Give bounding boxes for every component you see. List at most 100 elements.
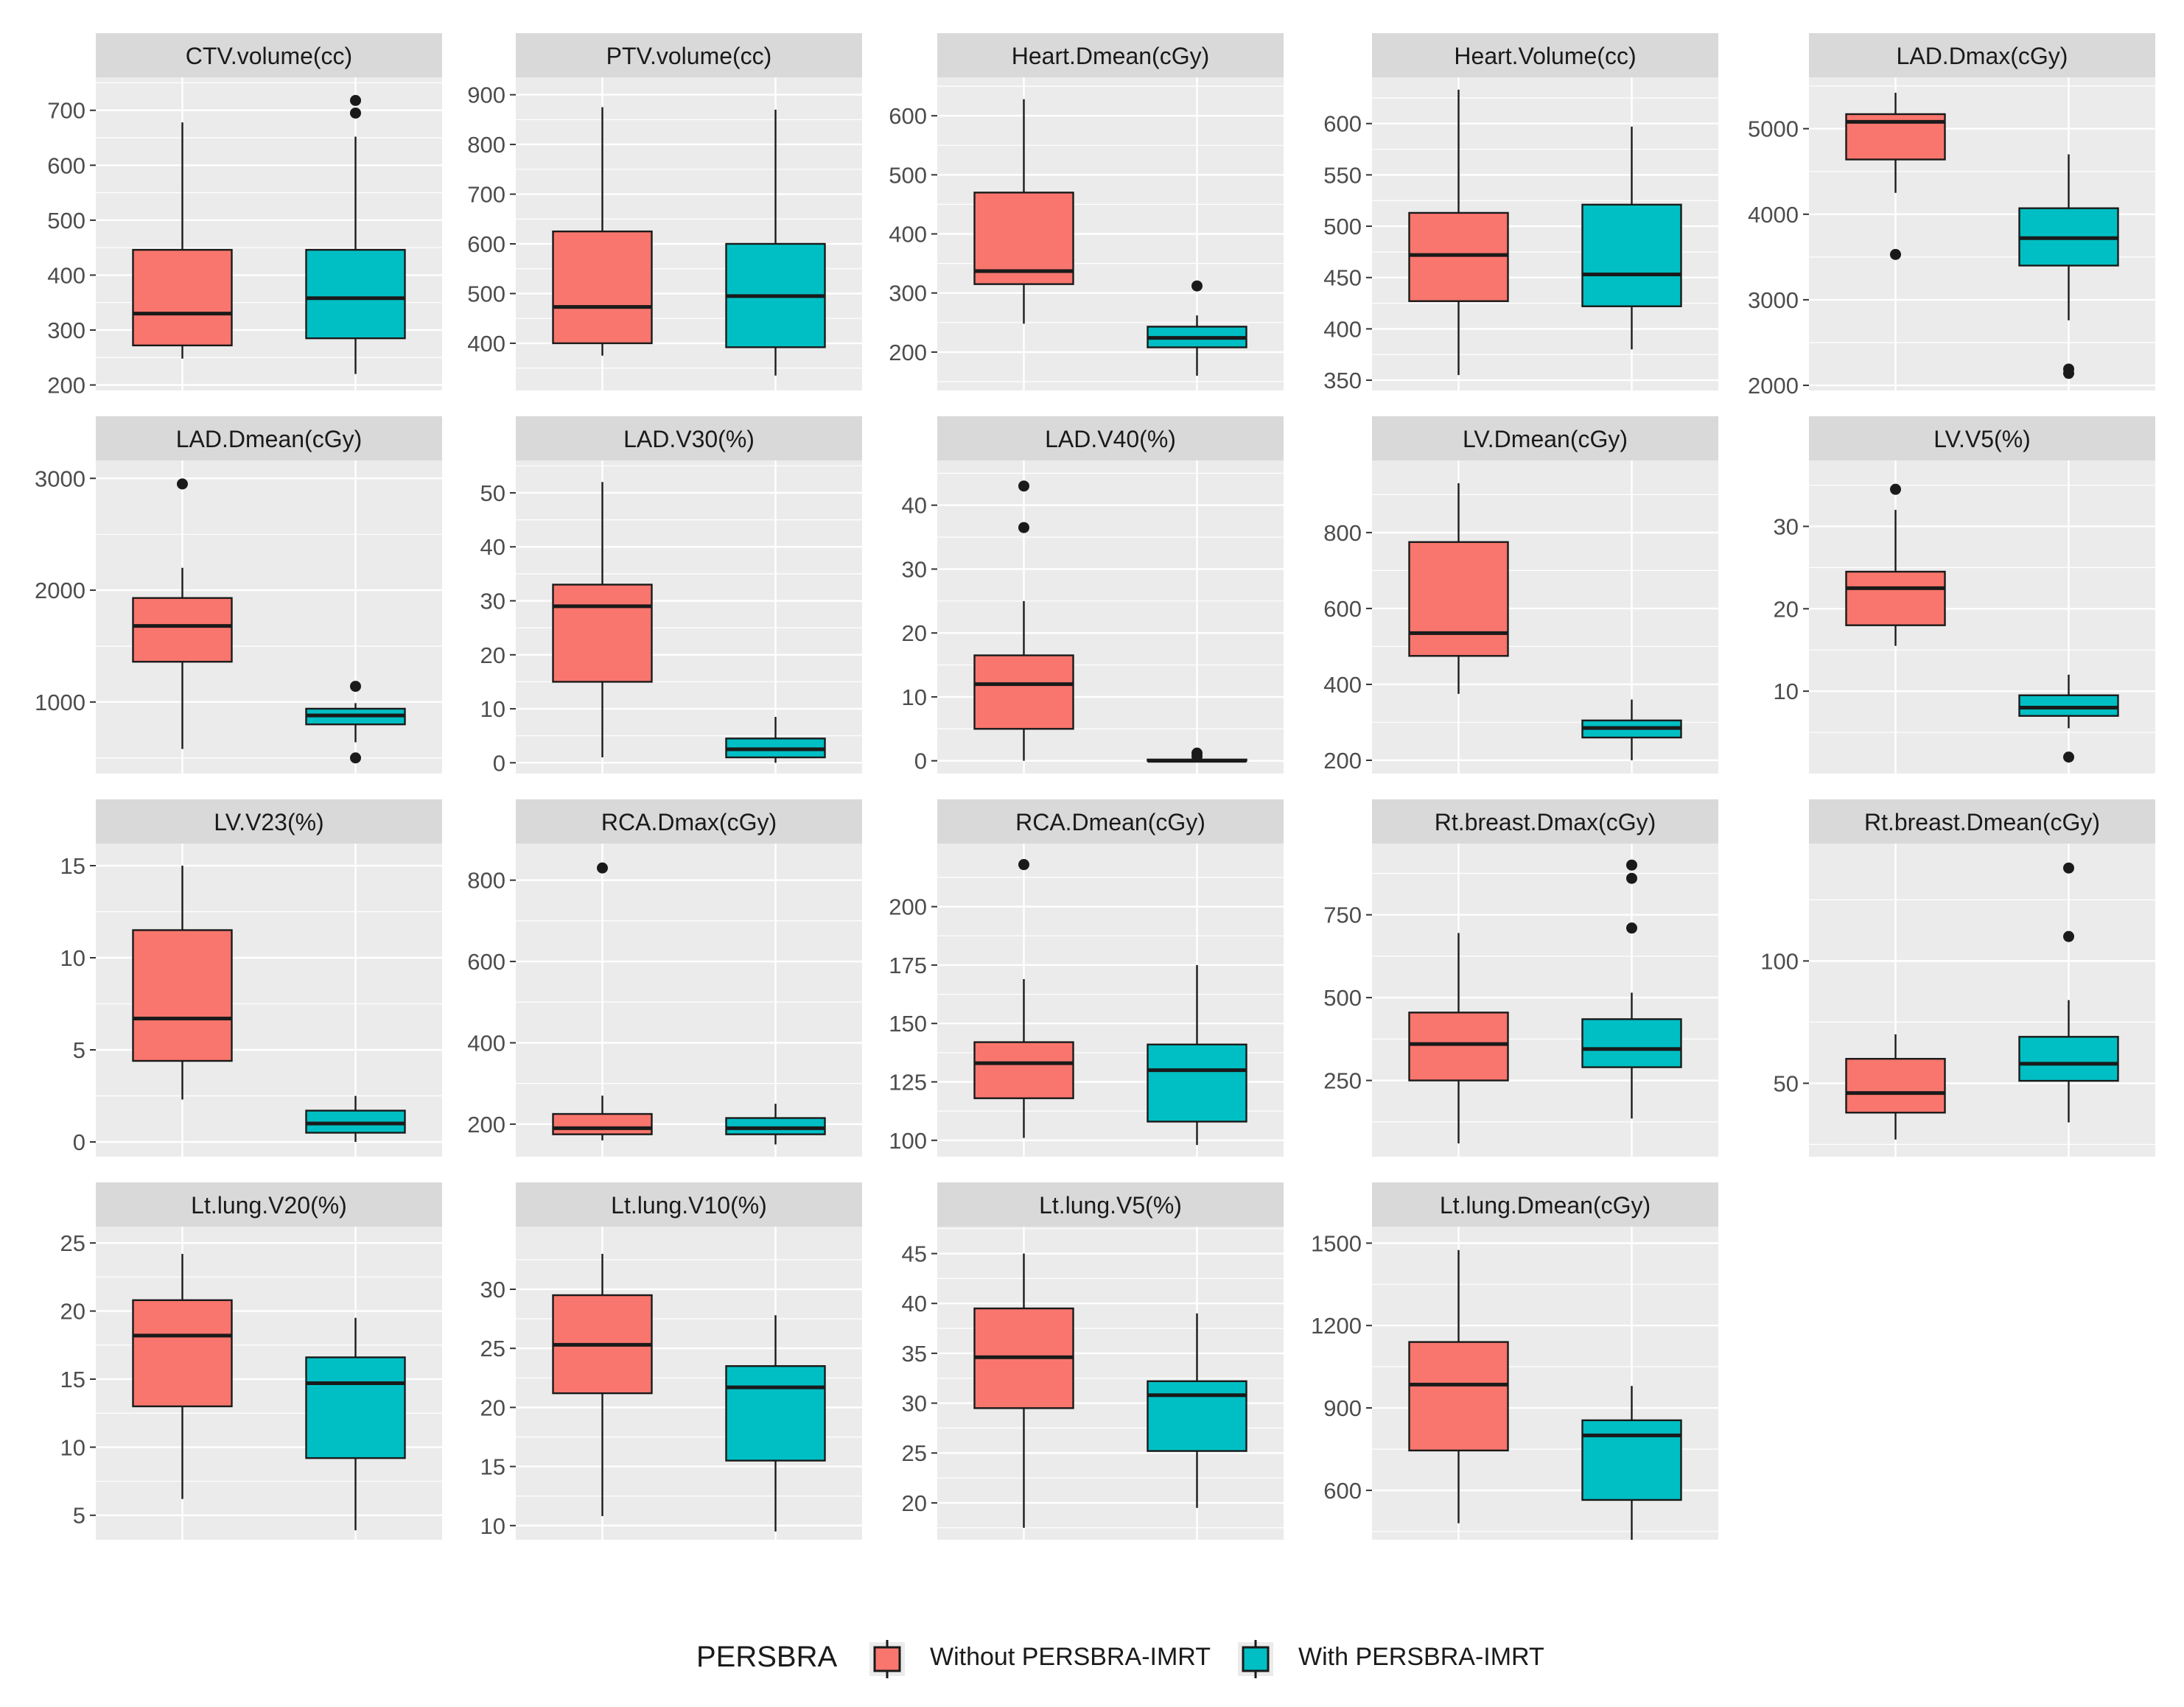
facet-strip	[516, 1182, 862, 1227]
facet-panel: LV.Dmean(cGy) 200 400 600 800	[1323, 416, 1718, 774]
facet-title: Heart.Dmean(cGy)	[1012, 43, 1210, 69]
iqr-box	[1845, 1057, 1946, 1114]
facet-panel: Lt.lung.V20(%) 5 10 15 20 25	[60, 1182, 442, 1540]
box-with-persbra	[1581, 1386, 1682, 1540]
box-with-persbra	[1581, 699, 1682, 760]
iqr-box	[132, 248, 233, 347]
plot-background	[516, 844, 862, 1157]
outlier-point	[597, 862, 608, 874]
y-tick-label: 20	[480, 642, 505, 668]
y-tick-label: 30	[1774, 513, 1799, 539]
y-tick-label: 300	[47, 318, 85, 343]
legend-item-without: Without PERSBRA-IMRT	[869, 1640, 1211, 1678]
facet-strip	[1372, 416, 1718, 460]
iqr-box	[1408, 211, 1509, 302]
box-with-persbra	[2018, 674, 2119, 763]
plot-background	[1372, 844, 1718, 1157]
box-with-persbra	[1147, 280, 1247, 376]
y-tick-label: 25	[902, 1440, 927, 1466]
outlier-point	[1626, 922, 1637, 934]
legend-swatch-with	[1242, 1646, 1270, 1672]
facet-strip	[1372, 799, 1718, 844]
facet-panel: LV.V5(%) 10 20 30	[1774, 416, 2155, 774]
box-without-persbra	[973, 1253, 1074, 1528]
y-tick-label: 700	[467, 182, 505, 208]
y-tick-label: 2000	[35, 578, 85, 603]
outlier-point	[1018, 480, 1029, 492]
facet-panel: Rt.breast.Dmean(cGy) 50 100	[1760, 799, 2155, 1157]
facet-panel: LAD.V30(%) 0 10 20 30 40 50	[480, 416, 862, 776]
facet-strip	[937, 33, 1284, 77]
legend-title: PERSBRA	[696, 1641, 837, 1673]
y-tick-label: 400	[1323, 672, 1362, 698]
facet-strip	[516, 799, 862, 844]
y-tick-label: 0	[493, 750, 505, 776]
y-tick-label: 550	[1323, 162, 1362, 188]
y-tick-label: 100	[889, 1128, 927, 1154]
facet-title: RCA.Dmax(cGy)	[601, 809, 777, 835]
facet-panel: Lt.lung.V10(%) 10 15 20 25 30	[480, 1182, 862, 1540]
box-without-persbra	[552, 1253, 653, 1516]
y-tick-label: 35	[902, 1341, 927, 1367]
box-without-persbra	[1408, 933, 1509, 1144]
y-tick-label: 150	[889, 1011, 927, 1037]
y-tick-label: 400	[467, 1030, 505, 1056]
outlier-point	[1626, 859, 1637, 871]
outlier-point	[1626, 872, 1637, 884]
y-tick-label: 600	[47, 153, 85, 178]
box-without-persbra	[132, 122, 233, 359]
y-tick-label: 800	[467, 132, 505, 158]
y-tick-label: 5000	[1748, 116, 1799, 142]
box-without-persbra	[132, 866, 233, 1100]
facet-panel: Rt.breast.Dmax(cGy) 250 500 750	[1323, 799, 1718, 1157]
y-tick-label: 200	[889, 894, 927, 920]
box-with-persbra	[1581, 126, 1682, 350]
y-tick-label: 600	[1323, 111, 1362, 137]
facet-strip	[1372, 1182, 1718, 1227]
iqr-box	[973, 192, 1074, 285]
box-with-persbra	[2018, 862, 2119, 1123]
y-tick-label: 700	[47, 98, 85, 124]
facet-title: LV.Dmean(cGy)	[1463, 426, 1628, 452]
y-tick-label: 5	[73, 1503, 85, 1529]
box-without-persbra	[552, 862, 653, 1140]
y-tick-label: 125	[889, 1070, 927, 1096]
outlier-point	[2063, 930, 2074, 942]
y-tick-label: 40	[902, 1291, 927, 1317]
legend-label-without: Without PERSBRA-IMRT	[930, 1643, 1211, 1671]
facet-strip	[1809, 799, 2155, 844]
y-tick-label: 250	[1323, 1068, 1362, 1094]
box-with-persbra	[305, 1096, 406, 1142]
box-with-persbra	[1147, 964, 1247, 1146]
facet-strip	[937, 799, 1284, 844]
box-without-persbra	[973, 859, 1074, 1138]
box-without-persbra	[1408, 483, 1509, 694]
facet-strip	[516, 33, 862, 77]
facet-panel: PTV.volume(cc) 400 500 600 700 800 900	[467, 33, 862, 390]
y-tick-label: 900	[467, 83, 505, 108]
box-without-persbra	[973, 480, 1074, 761]
y-tick-label: 200	[467, 1112, 505, 1138]
outlier-point	[1191, 280, 1203, 292]
iqr-box	[725, 1117, 826, 1135]
y-tick-label: 200	[1323, 748, 1362, 774]
iqr-box	[552, 1112, 653, 1135]
y-tick-label: 600	[1323, 1478, 1362, 1504]
y-tick-label: 600	[467, 231, 505, 257]
outlier-point	[2063, 751, 2074, 763]
iqr-box	[305, 248, 406, 340]
box-with-persbra	[725, 717, 826, 763]
box-with-persbra	[725, 109, 826, 376]
y-tick-label: 1200	[1311, 1313, 1362, 1339]
y-tick-label: 800	[1323, 520, 1362, 546]
y-tick-label: 350	[1323, 368, 1362, 393]
box-with-persbra	[1581, 859, 1682, 1119]
box-with-persbra	[2018, 154, 2119, 379]
iqr-box	[1408, 541, 1509, 657]
facet-title: LV.V5(%)	[1933, 426, 2031, 452]
y-tick-label: 900	[1323, 1395, 1362, 1421]
iqr-box	[552, 583, 653, 683]
facet-title: Rt.breast.Dmax(cGy)	[1435, 809, 1656, 835]
y-tick-label: 0	[914, 749, 927, 774]
y-tick-label: 10	[60, 1434, 85, 1460]
